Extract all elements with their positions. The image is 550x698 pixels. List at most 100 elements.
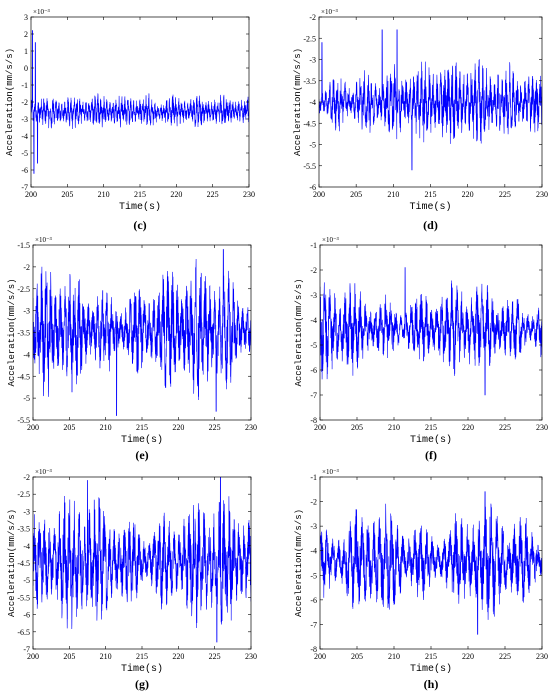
scale-label-c: ×10⁻³: [33, 8, 50, 16]
y-tick-label-c-4: -3: [21, 115, 28, 124]
y-tick-label-g-6: -4: [23, 542, 30, 551]
y-tick-label-h-4: -4: [310, 547, 317, 556]
y-tick-label-d-5: -3.5: [303, 77, 316, 86]
y-tick-label-c-6: -1: [21, 81, 28, 90]
y-axis-label-f: Acceleration(mm/s/s): [294, 278, 304, 386]
y-tick-label-f-4: -4: [310, 316, 317, 325]
panel-caption-e: (e): [135, 448, 148, 462]
series-line-c: [31, 30, 249, 174]
y-tick-label-d-3: -4.5: [303, 119, 316, 128]
y-tick-label-e-5: -3: [23, 307, 30, 316]
y-tick-label-g-1: -6.5: [17, 628, 30, 637]
y-tick-label-c-0: -7: [21, 183, 28, 192]
panel-c: 200 205 210 215 220 225 230 -7 -6 -5 -4 -3 -2 -1 0 1 2 3 ×…: [5, 8, 255, 232]
y-axis-label-h: Acceleration(mm/s/s): [294, 509, 304, 617]
x-tick-label-g-1: 205: [63, 652, 75, 661]
x-tick-label-h-6: 230: [536, 652, 548, 661]
x-tick-label-f-0: 200: [314, 423, 326, 432]
y-tick-label-h-1: -7: [310, 620, 317, 629]
x-tick-label-g-0: 200: [27, 652, 39, 661]
x-tick-label-c-1: 205: [61, 190, 73, 199]
y-tick-label-g-5: -4.5: [17, 559, 30, 568]
x-tick-label-f-6: 230: [536, 423, 548, 432]
y-tick-label-g-9: -2.5: [17, 490, 30, 499]
y-tick-label-c-8: 1: [24, 47, 28, 56]
x-tick-label-c-5: 225: [207, 190, 219, 199]
scale-label-d: ×10⁻³: [321, 8, 338, 16]
panel-d: 200 205 210 215 220 225 230 -6 -5.5 -5 -4.5 -4 -3.5 -…: [293, 8, 548, 232]
x-tick-label-e-6: 230: [245, 423, 257, 432]
y-tick-label-d-8: -2: [309, 13, 316, 22]
x-tick-label-h-2: 210: [388, 652, 400, 661]
series-line-g: [33, 477, 251, 643]
y-tick-label-e-0: -5.5: [17, 416, 30, 425]
y-tick-label-h-5: -3: [310, 522, 317, 531]
y-tick-label-d-6: -3: [309, 56, 316, 65]
panel-f: 200 205 210 215 220 225 230 -8 -7 -6 -5 -4 -3 -2 -1 ×10…: [294, 236, 548, 462]
scale-label-f: ×10⁻³: [322, 236, 339, 244]
y-tick-label-f-0: -8: [310, 416, 317, 425]
y-tick-label-f-3: -5: [310, 341, 317, 350]
panel-e: 200 205 210 215 220 225 230 -5.5 -5 -4.5 -4 -3.5 -3 -…: [7, 236, 257, 462]
x-tick-label-e-2: 210: [100, 423, 112, 432]
panel-caption-d: (d): [423, 218, 438, 232]
x-tick-label-d-4: 220: [462, 190, 474, 199]
x-tick-label-g-6: 230: [245, 652, 257, 661]
x-tick-label-d-2: 210: [387, 190, 399, 199]
x-tick-label-g-4: 220: [172, 652, 184, 661]
x-tick-label-d-1: 205: [350, 190, 362, 199]
x-tick-label-e-4: 220: [172, 423, 184, 432]
panel-g: 200 205 210 215 220 225 230 -7 -6.5 -6 -5.5 -5 -4.5 -…: [7, 468, 257, 691]
x-tick-label-f-1: 205: [351, 423, 363, 432]
series-line-f: [320, 267, 542, 396]
x-tick-label-c-3: 215: [134, 190, 146, 199]
x-axis-label-d: Time(s): [409, 201, 451, 213]
y-tick-label-g-2: -6: [23, 611, 30, 620]
y-tick-label-e-4: -3.5: [17, 329, 30, 338]
x-tick-label-h-3: 215: [425, 652, 437, 661]
y-tick-label-h-0: -8: [310, 645, 317, 654]
x-tick-label-g-2: 210: [100, 652, 112, 661]
x-tick-label-f-3: 215: [425, 423, 437, 432]
y-tick-label-c-5: -2: [21, 98, 28, 107]
y-tick-label-f-2: -6: [310, 366, 317, 375]
x-tick-label-h-1: 205: [351, 652, 363, 661]
y-tick-label-d-4: -4: [309, 98, 316, 107]
x-tick-label-d-5: 225: [499, 190, 511, 199]
x-tick-label-e-5: 225: [209, 423, 221, 432]
scale-label-e: ×10⁻³: [35, 236, 52, 244]
x-axis-label-f: Time(s): [410, 434, 452, 446]
x-tick-label-f-5: 225: [499, 423, 511, 432]
x-axis-label-h: Time(s): [410, 663, 452, 675]
y-tick-label-h-7: -1: [310, 473, 317, 482]
x-axis-label-e: Time(s): [121, 434, 163, 446]
y-tick-label-c-3: -4: [21, 132, 28, 141]
x-tick-label-c-6: 230: [243, 190, 255, 199]
panel-caption-f: (f): [425, 448, 437, 462]
y-tick-label-d-7: -2.5: [303, 34, 316, 43]
x-tick-label-d-6: 230: [536, 190, 548, 199]
y-tick-label-d-0: -6: [309, 183, 316, 192]
x-tick-label-f-2: 210: [388, 423, 400, 432]
y-tick-label-e-8: -1.5: [17, 241, 30, 250]
y-tick-label-g-7: -3.5: [17, 525, 30, 534]
x-tick-label-c-2: 210: [98, 190, 110, 199]
series-line-h: [320, 491, 542, 635]
x-tick-label-f-4: 220: [462, 423, 474, 432]
y-axis-label-d: Acceleration(mm/s/s): [293, 48, 303, 156]
panel-caption-h: (h): [424, 677, 439, 691]
x-tick-label-e-1: 205: [63, 423, 75, 432]
x-tick-label-c-0: 200: [25, 190, 37, 199]
y-tick-label-e-2: -4.5: [17, 372, 30, 381]
y-tick-label-c-7: 0: [24, 64, 28, 73]
x-tick-label-c-4: 220: [170, 190, 182, 199]
x-tick-label-h-0: 200: [314, 652, 326, 661]
x-tick-label-g-3: 215: [136, 652, 148, 661]
y-tick-label-e-7: -2: [23, 263, 30, 272]
scale-label-h: ×10⁻³: [322, 468, 339, 476]
y-tick-label-h-6: -2: [310, 498, 317, 507]
x-tick-label-d-3: 215: [425, 190, 437, 199]
y-tick-label-f-7: -1: [310, 241, 317, 250]
panel-caption-g: (g): [135, 677, 149, 691]
